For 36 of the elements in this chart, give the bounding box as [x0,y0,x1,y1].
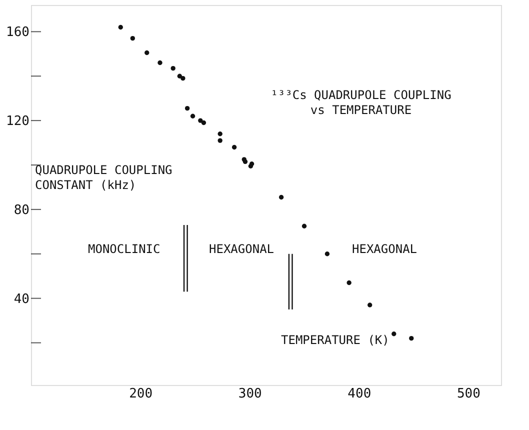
x-axis-title: TEMPERATURE (K) [281,333,390,347]
point [392,332,396,336]
point [180,76,186,81]
point [324,252,330,256]
y-tick-label: 80 [14,202,30,218]
point [242,159,248,164]
point [278,194,284,200]
x-tick-label: 400 [348,386,372,402]
point [144,50,150,56]
point [367,302,372,308]
x-tick-label: 300 [238,386,262,402]
point [158,60,162,66]
point [409,336,414,341]
y-tick-label: 160 [6,25,30,40]
y-tick-label: 40 [14,292,30,307]
point [184,106,190,111]
point [218,132,222,136]
point [232,144,237,150]
point [170,66,176,71]
point [118,24,123,30]
annotation: HEXAGONAL [352,242,418,256]
point [218,138,222,143]
point [177,74,182,78]
point [302,224,307,228]
point [346,280,352,286]
point [190,114,196,118]
x-tick-label: 500 [456,386,480,402]
point [130,36,135,41]
point [201,120,206,126]
point [198,118,203,123]
text: ¹³³Cs QUADRUPOLE COUPLING vs TEMPERATURE [270,88,452,117]
annotation: MONOCLINIC [88,242,160,256]
y-tick-label: 120 [6,114,30,130]
x-tick-label: 200 [129,386,153,402]
annotation: HEXAGONAL [209,242,274,256]
y-axis-title: QUADRUPOLE COUPLING CONSTANT (kHz) [35,163,172,192]
